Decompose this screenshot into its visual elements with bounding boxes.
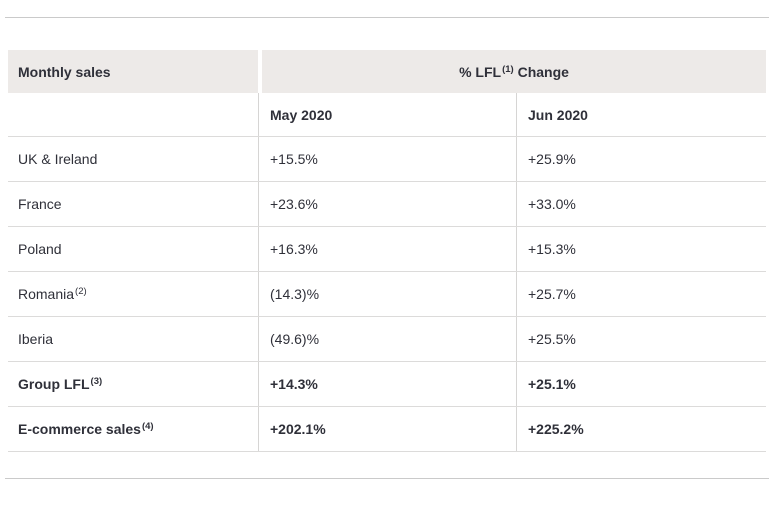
jun-value: +15.3% (528, 241, 576, 257)
row-label: France (18, 196, 62, 212)
jun-value-cell: +25.9% (517, 137, 766, 181)
may-value-cell: +15.5% (259, 137, 517, 181)
footnote-marker: (4) (141, 421, 154, 432)
jun-value: +25.1% (528, 376, 576, 392)
jun-value: +25.9% (528, 151, 576, 167)
table-row: Romania(2) (14.3)% +25.7% (8, 272, 766, 317)
subheader-empty-cell (8, 93, 259, 136)
lfl-change-label: % LFL(1) Change (459, 63, 569, 80)
jun-value-cell: +25.1% (517, 362, 766, 406)
col-header-may-2020: May 2020 (259, 93, 517, 136)
row-label-cell: Group LFL(3) (8, 362, 259, 406)
may-value-cell: (14.3)% (259, 272, 517, 316)
row-label-cell: Poland (8, 227, 259, 271)
row-label-cell: UK & Ireland (8, 137, 259, 181)
may-value: +202.1% (270, 421, 326, 437)
jun-value-cell: +25.5% (517, 317, 766, 361)
jun-value: +25.7% (528, 286, 576, 302)
may-value: (49.6)% (270, 331, 320, 347)
row-label: Romania(2) (18, 286, 87, 302)
may-value-cell: +23.6% (259, 182, 517, 226)
header-gap (258, 50, 262, 93)
may-value-cell: +16.3% (259, 227, 517, 271)
may-value: +15.5% (270, 151, 318, 167)
jun-value: +25.5% (528, 331, 576, 347)
row-label: Poland (18, 241, 62, 257)
table-row: UK & Ireland +15.5% +25.9% (8, 137, 766, 182)
footnote-marker: (3) (90, 376, 103, 387)
table-subheader-row: May 2020 Jun 2020 (8, 93, 766, 137)
header-cell-lfl-change: % LFL(1) Change (262, 50, 766, 93)
table-header-row: Monthly sales % LFL(1) Change (8, 50, 766, 93)
col-header-jun-2020: Jun 2020 (528, 106, 588, 123)
jun-value-cell: +15.3% (517, 227, 766, 271)
row-label-cell: France (8, 182, 259, 226)
top-divider (5, 17, 769, 18)
footnote-1-marker: (1) (502, 63, 514, 75)
may-value-cell: +14.3% (259, 362, 517, 406)
header-cell-monthly-sales: Monthly sales (8, 50, 258, 93)
may-value: +23.6% (270, 196, 318, 212)
table-row: E-commerce sales(4) +202.1% +225.2% (8, 407, 766, 452)
jun-value: +225.2% (528, 421, 584, 437)
jun-value-cell: +225.2% (517, 407, 766, 451)
table-body: UK & Ireland +15.5% +25.9% France +23.6%… (8, 137, 766, 452)
table-row: Poland +16.3% +15.3% (8, 227, 766, 272)
row-label: UK & Ireland (18, 151, 98, 167)
bottom-divider (5, 478, 769, 479)
may-value: +16.3% (270, 241, 318, 257)
jun-value-cell: +25.7% (517, 272, 766, 316)
monthly-sales-label: Monthly sales (18, 63, 111, 80)
jun-value: +33.0% (528, 196, 576, 212)
row-label-cell: Iberia (8, 317, 259, 361)
row-label: E-commerce sales(4) (18, 421, 154, 437)
table-row: Iberia (49.6)% +25.5% (8, 317, 766, 362)
may-value-cell: +202.1% (259, 407, 517, 451)
monthly-sales-table: Monthly sales % LFL(1) Change May 2020 J… (8, 50, 766, 452)
table-row: France +23.6% +33.0% (8, 182, 766, 227)
footnote-marker: (2) (75, 286, 87, 297)
row-label-cell: E-commerce sales(4) (8, 407, 259, 451)
row-label-cell: Romania(2) (8, 272, 259, 316)
row-label: Iberia (18, 331, 54, 347)
may-value-cell: (49.6)% (259, 317, 517, 361)
table-row: Group LFL(3) +14.3% +25.1% (8, 362, 766, 407)
row-label: Group LFL(3) (18, 376, 103, 392)
may-value: +14.3% (270, 376, 318, 392)
jun-value-cell: +33.0% (517, 182, 766, 226)
may-value: (14.3)% (270, 286, 320, 302)
